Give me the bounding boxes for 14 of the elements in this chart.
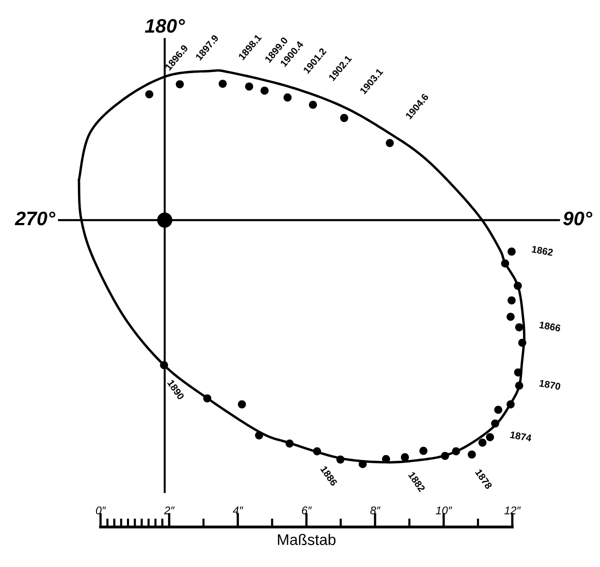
text: 90° <box>563 212 592 226</box>
x-tick-label: 2″ <box>164 506 175 514</box>
x-tick-label: 4″ <box>232 506 244 514</box>
x-tick-label: 12″ <box>504 506 521 514</box>
text: 180° <box>144 19 185 33</box>
x-tick-label: 8″ <box>370 506 380 514</box>
x-tick-label: 6″ <box>302 506 312 514</box>
text: 270° <box>14 212 56 226</box>
x-tick-label: 10″ <box>436 506 452 514</box>
annotation: 1866 <box>539 321 561 332</box>
annotation: 1862 <box>532 246 554 256</box>
x-tick-label: 0″ <box>96 506 106 514</box>
annotation: 1870 <box>539 380 561 390</box>
x-axis-title: Maßstab <box>278 534 336 546</box>
